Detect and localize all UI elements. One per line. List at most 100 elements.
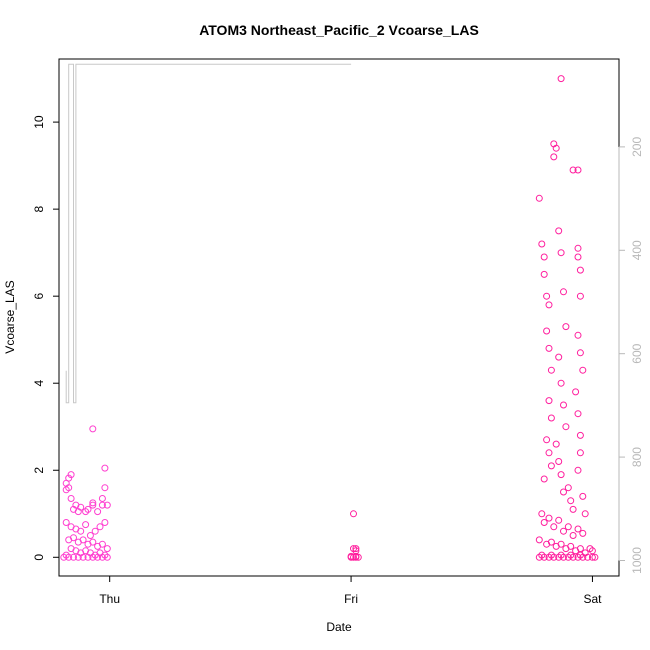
data-point [569, 553, 577, 561]
data-point [574, 525, 582, 533]
data-point [545, 301, 553, 309]
data-point [547, 462, 555, 470]
y-axis-label: Vcoarse_LAS [3, 280, 17, 353]
data-point [574, 553, 582, 561]
data-point [543, 436, 551, 444]
y2-tick-label: 600 [630, 343, 644, 363]
data-point [98, 540, 106, 548]
data-point [94, 553, 102, 561]
data-point [557, 75, 565, 83]
data-point [560, 288, 567, 296]
data-point [560, 488, 567, 496]
data-point [576, 431, 584, 439]
points-layer [60, 75, 599, 561]
data-point [576, 266, 584, 274]
data-point [560, 527, 567, 535]
pressure-line-0 [65, 63, 352, 404]
data-point [98, 553, 106, 561]
x-axis-label: Date [326, 620, 352, 634]
y-tick-label: 4 [32, 380, 46, 387]
data-point [569, 166, 577, 174]
data-point [579, 529, 587, 537]
data-point [562, 323, 570, 331]
data-point [579, 492, 587, 500]
data-point [579, 553, 587, 561]
data-point [352, 545, 360, 553]
data-point [91, 527, 99, 535]
data-point [65, 484, 73, 492]
data-point [579, 366, 587, 374]
data-point [557, 551, 565, 559]
data-point [557, 471, 565, 479]
data-point [86, 532, 94, 539]
data-point [74, 553, 82, 561]
data-point [552, 144, 560, 152]
x-tick-label: Thu [99, 592, 120, 606]
data-point [576, 449, 584, 457]
data-point [540, 553, 548, 561]
data-point [574, 244, 582, 252]
data-point [569, 505, 577, 513]
data-point [103, 553, 111, 561]
x-tick-label: Fri [344, 592, 358, 606]
data-point [555, 227, 563, 235]
data-point [543, 292, 551, 300]
data-point [574, 166, 582, 174]
y-axis: 0 2 4 6 8 10 [32, 115, 60, 561]
data-point [65, 474, 73, 482]
data-point [65, 553, 73, 561]
data-point [569, 532, 577, 539]
data-point [535, 194, 543, 202]
data-point [89, 501, 97, 509]
data-point [84, 505, 92, 513]
data-point [567, 497, 575, 505]
y-tick-label: 10 [32, 115, 46, 129]
data-point [77, 527, 85, 535]
data-point [67, 495, 75, 502]
data-point [535, 536, 543, 544]
data-point [564, 553, 572, 561]
data-point [538, 510, 546, 518]
data-point [557, 379, 565, 387]
data-point [555, 553, 563, 561]
data-point [79, 553, 87, 561]
data-point [101, 484, 109, 492]
y2-axis: 200 400 600 800 1000 [618, 137, 644, 574]
data-point [352, 552, 360, 560]
data-point [62, 519, 70, 526]
data-point [574, 331, 582, 339]
data-point [564, 484, 572, 492]
pressure-line-layer [65, 63, 352, 404]
y-tick-label: 2 [32, 467, 46, 474]
data-point [98, 495, 106, 502]
data-point [588, 553, 596, 561]
data-point [89, 538, 97, 546]
y-tick-label: 6 [32, 293, 46, 300]
data-point [547, 366, 555, 374]
data-point [574, 410, 582, 418]
data-point [550, 553, 558, 561]
data-point [70, 553, 77, 561]
data-point [103, 545, 111, 553]
data-point [350, 510, 357, 518]
data-point [550, 523, 558, 531]
data-point [545, 344, 553, 352]
data-point [547, 414, 555, 422]
data-point [576, 292, 584, 300]
data-point [67, 471, 75, 479]
data-point [557, 540, 565, 548]
data-point [555, 353, 563, 361]
data-point [576, 551, 584, 559]
data-point [555, 516, 563, 524]
data-point [540, 253, 548, 261]
data-point [581, 510, 589, 518]
data-point [560, 401, 567, 409]
data-point [545, 397, 553, 405]
data-point [560, 553, 567, 561]
data-point [574, 253, 582, 261]
data-point [567, 551, 575, 559]
y2-tick-label: 200 [630, 137, 644, 157]
data-point [84, 553, 92, 561]
y2-tick-label: 1000 [630, 547, 644, 574]
